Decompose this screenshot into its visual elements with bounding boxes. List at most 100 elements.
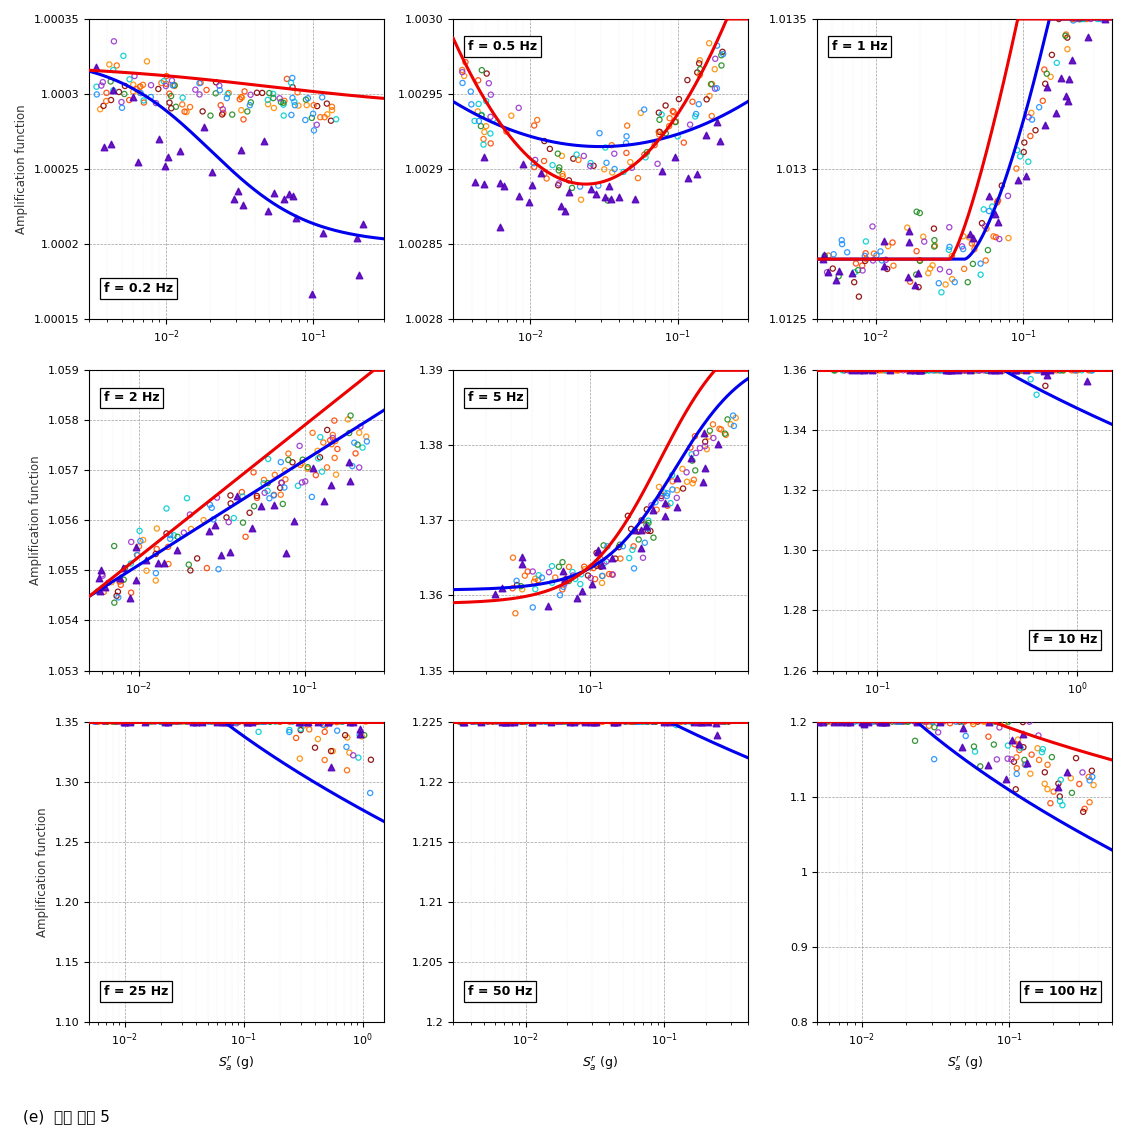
Point xyxy=(283,69,301,87)
Point xyxy=(292,456,310,474)
Point xyxy=(1036,115,1054,134)
Point xyxy=(223,105,241,123)
Point xyxy=(683,93,701,111)
Point xyxy=(597,552,615,571)
Point xyxy=(603,163,621,181)
Point xyxy=(1071,775,1089,794)
Point xyxy=(278,70,296,88)
Point xyxy=(639,514,657,532)
Point xyxy=(95,713,113,731)
Point xyxy=(110,83,128,101)
Point xyxy=(479,713,497,731)
Point xyxy=(870,361,888,379)
Point xyxy=(495,178,513,196)
Point xyxy=(294,451,312,469)
Point xyxy=(686,427,704,445)
Point xyxy=(645,713,663,731)
Point xyxy=(303,285,321,303)
Point xyxy=(465,33,483,51)
Point xyxy=(1068,361,1086,379)
Point xyxy=(358,432,376,451)
Point xyxy=(348,436,366,454)
Point xyxy=(134,531,152,549)
Point xyxy=(254,713,272,731)
Point xyxy=(575,147,593,165)
Point xyxy=(462,95,480,113)
Point xyxy=(1051,361,1070,379)
Point xyxy=(222,495,240,513)
Point xyxy=(525,573,543,591)
Point xyxy=(261,713,279,731)
Point xyxy=(1013,361,1031,379)
Point xyxy=(956,361,974,379)
Point xyxy=(860,713,878,731)
Point xyxy=(549,713,567,731)
Point xyxy=(214,101,232,119)
Point xyxy=(924,256,942,274)
Point xyxy=(666,113,684,131)
Point xyxy=(103,91,121,109)
Point xyxy=(854,714,872,732)
Point xyxy=(598,538,616,556)
Point xyxy=(151,713,169,731)
Point xyxy=(574,713,592,731)
Point xyxy=(339,410,357,428)
Point xyxy=(983,361,1001,379)
Point xyxy=(1083,361,1101,379)
Point xyxy=(463,713,481,731)
Point xyxy=(837,713,855,731)
Point xyxy=(220,513,238,531)
Point xyxy=(103,713,121,731)
Point xyxy=(313,463,331,481)
Point xyxy=(964,713,982,731)
Point xyxy=(319,713,337,731)
Point xyxy=(899,267,917,285)
Point xyxy=(336,726,354,744)
Point xyxy=(131,78,149,96)
Point xyxy=(112,568,130,586)
Point xyxy=(698,91,716,109)
Point xyxy=(186,80,204,98)
Point xyxy=(629,713,647,731)
Point xyxy=(556,203,574,221)
Point xyxy=(240,504,258,522)
Point xyxy=(122,589,140,607)
Point xyxy=(939,361,957,379)
Point xyxy=(147,564,165,582)
Point xyxy=(965,715,983,734)
Point xyxy=(1021,370,1039,388)
Point xyxy=(906,713,924,731)
Point xyxy=(1011,738,1029,756)
Point xyxy=(523,713,541,731)
Point xyxy=(953,238,971,256)
Point xyxy=(708,36,726,54)
Point xyxy=(251,713,269,731)
Point xyxy=(536,713,554,731)
Point xyxy=(308,115,326,134)
Point xyxy=(243,518,261,537)
Point xyxy=(1067,361,1085,379)
Point xyxy=(121,91,139,109)
Point xyxy=(525,117,543,135)
Point xyxy=(719,410,737,428)
Point xyxy=(159,148,177,166)
Point xyxy=(322,758,340,777)
Point xyxy=(514,548,532,566)
Point xyxy=(482,86,500,104)
Point xyxy=(126,572,144,590)
Point xyxy=(713,713,731,731)
Point xyxy=(656,495,674,513)
Point xyxy=(573,190,591,208)
Point xyxy=(281,721,299,739)
Point xyxy=(565,149,583,168)
Point xyxy=(906,731,924,749)
Point xyxy=(1074,10,1092,28)
Point xyxy=(988,194,1006,212)
Point xyxy=(944,361,962,379)
Point xyxy=(296,472,314,490)
Point xyxy=(665,713,683,731)
Point xyxy=(706,60,724,78)
Point xyxy=(161,713,179,731)
Point xyxy=(1045,782,1063,800)
Point xyxy=(619,117,637,135)
